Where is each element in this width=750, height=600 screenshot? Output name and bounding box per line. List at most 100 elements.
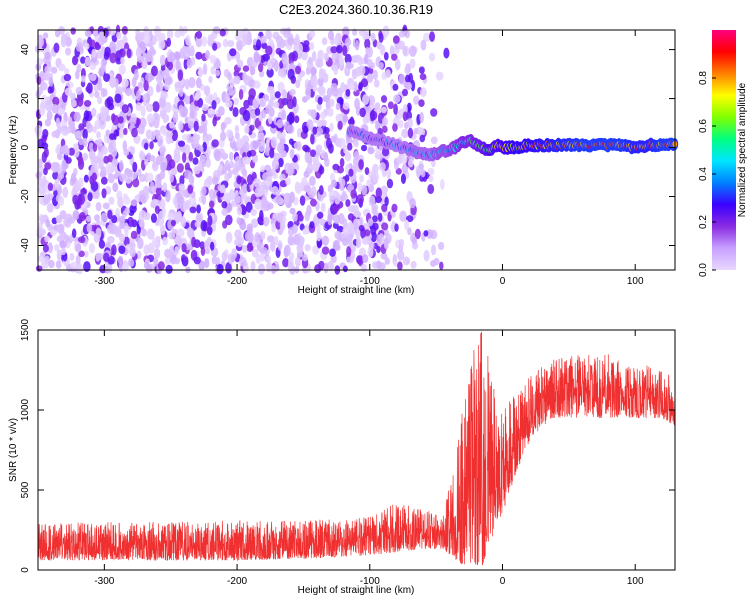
noise-speckle [192, 157, 199, 165]
noise-speckle [324, 157, 330, 168]
noise-speckle [353, 150, 360, 161]
noise-speckle [131, 76, 137, 88]
noise-speckle [94, 190, 100, 199]
noise-speckle [215, 257, 221, 266]
noise-speckle [219, 28, 226, 37]
noise-speckle [108, 196, 115, 205]
noise-speckle [152, 101, 160, 113]
snr-series [37, 331, 676, 566]
noise-speckle [38, 37, 44, 47]
noise-speckle [326, 87, 333, 99]
noise-speckle [408, 45, 417, 57]
noise-speckle [38, 194, 44, 205]
noise-speckle [381, 117, 387, 126]
noise-speckle [158, 39, 166, 50]
noise-speckle [52, 171, 59, 180]
noise-speckle [194, 92, 200, 101]
noise-speckle [123, 236, 130, 247]
noise-speckle [312, 244, 320, 255]
noise-speckle [64, 87, 73, 97]
noise-speckle [189, 109, 195, 119]
noise-speckle [345, 199, 351, 208]
noise-speckle [155, 84, 161, 93]
noise-speckle [195, 214, 203, 224]
noise-speckle [75, 181, 82, 192]
noise-speckle [270, 136, 278, 149]
noise-speckle [253, 51, 260, 63]
noise-speckle [208, 200, 215, 209]
noise-speckle [64, 68, 70, 76]
noise-speckle [288, 251, 295, 261]
noise-speckle [381, 125, 388, 133]
noise-speckle [178, 183, 186, 191]
noise-speckle [46, 110, 53, 121]
noise-speckle [397, 249, 405, 261]
noise-speckle [379, 44, 386, 56]
noise-speckle [320, 202, 326, 213]
noise-speckle [423, 230, 429, 237]
noise-speckle [137, 237, 144, 250]
noise-speckle [336, 44, 343, 54]
noise-speckle [289, 207, 296, 215]
noise-speckle [337, 120, 343, 130]
noise-speckle [273, 60, 279, 72]
noise-speckle [153, 248, 161, 259]
noise-speckle [259, 131, 265, 141]
noise-speckle [118, 39, 126, 49]
spectrogram-y-tick-label: -20 [20, 189, 31, 204]
noise-speckle [240, 163, 246, 175]
noise-speckle [235, 30, 243, 42]
noise-speckle [342, 265, 348, 273]
noise-speckle [364, 53, 369, 65]
noise-speckle [413, 95, 420, 105]
noise-speckle [401, 88, 409, 97]
noise-speckle [283, 58, 289, 70]
noise-speckle [252, 98, 258, 110]
noise-speckle [54, 29, 61, 38]
noise-speckle [76, 96, 84, 107]
noise-speckle [430, 136, 438, 145]
noise-speckle [282, 258, 290, 268]
noise-speckle [362, 94, 370, 105]
noise-speckle [276, 212, 284, 223]
noise-speckle [389, 44, 395, 57]
noise-speckle [386, 178, 394, 189]
noise-speckle [208, 75, 213, 84]
spectrogram-x-tick-label: 0 [500, 276, 506, 287]
noise-speckle [270, 168, 276, 176]
noise-speckle [225, 262, 232, 274]
noise-speckle [201, 185, 207, 196]
noise-speckle [220, 122, 226, 132]
noise-speckle [358, 224, 365, 232]
noise-speckle [307, 56, 313, 65]
noise-speckle [392, 123, 398, 132]
noise-speckle [92, 143, 98, 152]
noise-speckle [248, 88, 256, 99]
noise-speckle [380, 185, 388, 195]
noise-speckle [108, 133, 116, 141]
noise-speckle [271, 159, 280, 170]
noise-speckle [76, 263, 84, 275]
noise-speckle [211, 222, 217, 232]
noise-speckle [54, 244, 60, 252]
noise-speckle [234, 131, 240, 140]
noise-speckle [44, 162, 52, 170]
noise-speckle [57, 108, 65, 115]
noise-speckle [174, 81, 182, 89]
noise-speckle [84, 56, 91, 67]
spectrogram-y-tick-label: 40 [20, 44, 31, 56]
noise-speckle [393, 260, 399, 268]
noise-speckle [123, 196, 131, 205]
noise-speckle [257, 62, 264, 73]
noise-speckle [189, 206, 197, 214]
noise-speckle [254, 108, 261, 116]
spectrogram-y-tick-label: 0 [20, 144, 31, 150]
noise-speckle [266, 202, 274, 210]
noise-speckle [261, 42, 268, 50]
noise-speckle [359, 174, 364, 183]
noise-speckle [179, 48, 185, 59]
noise-speckle [402, 111, 408, 122]
noise-speckle [100, 176, 108, 185]
noise-speckle [96, 50, 103, 59]
